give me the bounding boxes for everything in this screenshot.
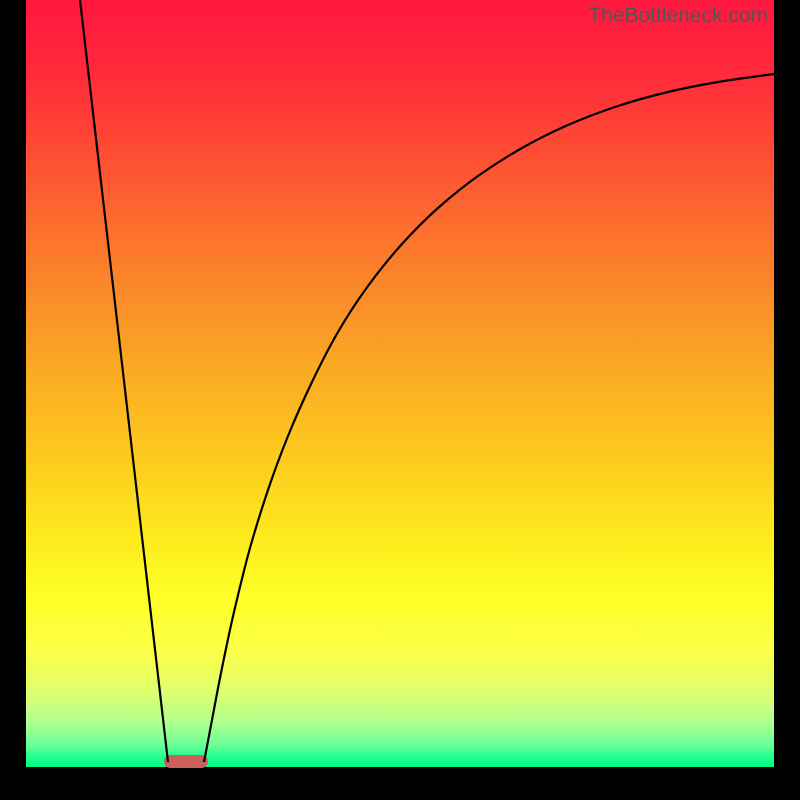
border-left [0,0,26,800]
plot-area [26,0,774,767]
chart-container: TheBottleneck.com [0,0,800,800]
border-bottom [0,767,800,800]
border-right [774,0,800,800]
watermark-text: TheBottleneck.com [588,4,768,28]
minimum-marker [164,755,208,768]
